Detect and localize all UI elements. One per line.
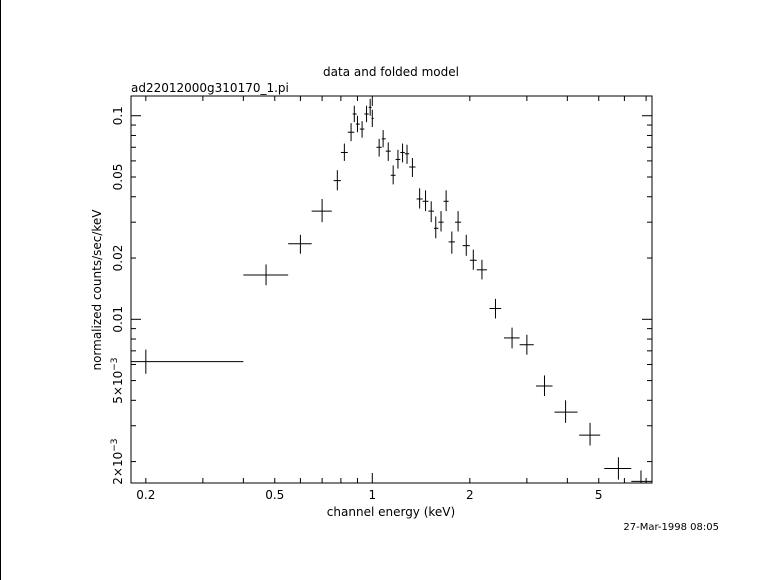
y-tick-label: 5×10−3 bbox=[110, 357, 125, 403]
x-tick-labels: 0.2 0.5 1 2 5 bbox=[136, 488, 602, 502]
data-point bbox=[359, 121, 365, 138]
data-point bbox=[469, 249, 477, 270]
data-point bbox=[519, 334, 534, 355]
y-tick-exponent: −3 bbox=[110, 438, 120, 451]
data-point bbox=[409, 157, 416, 178]
data-point bbox=[416, 188, 423, 209]
data-point bbox=[462, 234, 470, 256]
data-point bbox=[340, 143, 348, 161]
data-point bbox=[604, 457, 632, 480]
y-tick-label: 0.02 bbox=[111, 245, 125, 272]
y-tick-labels: 0.1 0.05 0.02 0.01 5×10−3 2×10−3 bbox=[110, 106, 125, 485]
data-point bbox=[131, 349, 244, 374]
data-point bbox=[355, 115, 360, 133]
data-point bbox=[504, 327, 520, 349]
data-point bbox=[535, 375, 553, 397]
data-point bbox=[390, 165, 396, 185]
axis-ticks bbox=[131, 96, 652, 483]
data-point bbox=[376, 138, 382, 157]
x-tick-label: 0.2 bbox=[136, 488, 155, 502]
data-point bbox=[579, 422, 601, 446]
data-point bbox=[454, 211, 462, 232]
y-tick-label: 2×10−3 bbox=[110, 438, 125, 484]
data-point bbox=[364, 105, 369, 123]
x-tick-label: 1 bbox=[368, 488, 376, 502]
x-tick-label: 0.5 bbox=[265, 488, 284, 502]
x-tick-label: 5 bbox=[595, 488, 603, 502]
data-point bbox=[243, 264, 289, 286]
data-point bbox=[433, 216, 439, 239]
data-points bbox=[131, 98, 652, 483]
data-point bbox=[404, 144, 410, 164]
data-point bbox=[448, 231, 455, 254]
data-point bbox=[385, 142, 391, 161]
data-point bbox=[311, 198, 332, 223]
timestamp-label: 27-Mar-1998 08:05 bbox=[623, 522, 719, 533]
y-tick-label: 0.1 bbox=[111, 106, 125, 125]
data-point bbox=[333, 170, 341, 191]
y-tick-label: 0.05 bbox=[111, 164, 125, 191]
data-point bbox=[438, 211, 444, 232]
plot-frame bbox=[130, 95, 653, 484]
data-point bbox=[428, 201, 434, 223]
data-point bbox=[422, 190, 429, 212]
data-point bbox=[554, 400, 578, 423]
y-axis-label: normalized counts/sec/keV bbox=[90, 209, 104, 371]
data-point bbox=[443, 190, 449, 212]
data-point bbox=[395, 149, 401, 169]
y-tick-label: 0.01 bbox=[111, 306, 125, 333]
chart-subtitle: ad22012000g310170_1.pi bbox=[131, 81, 289, 95]
data-point bbox=[371, 109, 374, 128]
data-point bbox=[352, 105, 357, 123]
data-point bbox=[631, 470, 652, 483]
data-point bbox=[347, 123, 355, 142]
y-tick-exponent: −3 bbox=[110, 357, 120, 370]
data-point bbox=[400, 143, 405, 163]
data-point bbox=[288, 234, 312, 254]
data-point bbox=[368, 98, 372, 116]
x-tick-label: 2 bbox=[466, 488, 474, 502]
x-axis-label: channel energy (keV) bbox=[327, 505, 455, 519]
data-point bbox=[489, 298, 502, 319]
data-point bbox=[381, 130, 386, 148]
window-edge-line bbox=[0, 0, 1, 580]
chart-title: data and folded model bbox=[323, 65, 459, 79]
data-point bbox=[476, 259, 488, 280]
